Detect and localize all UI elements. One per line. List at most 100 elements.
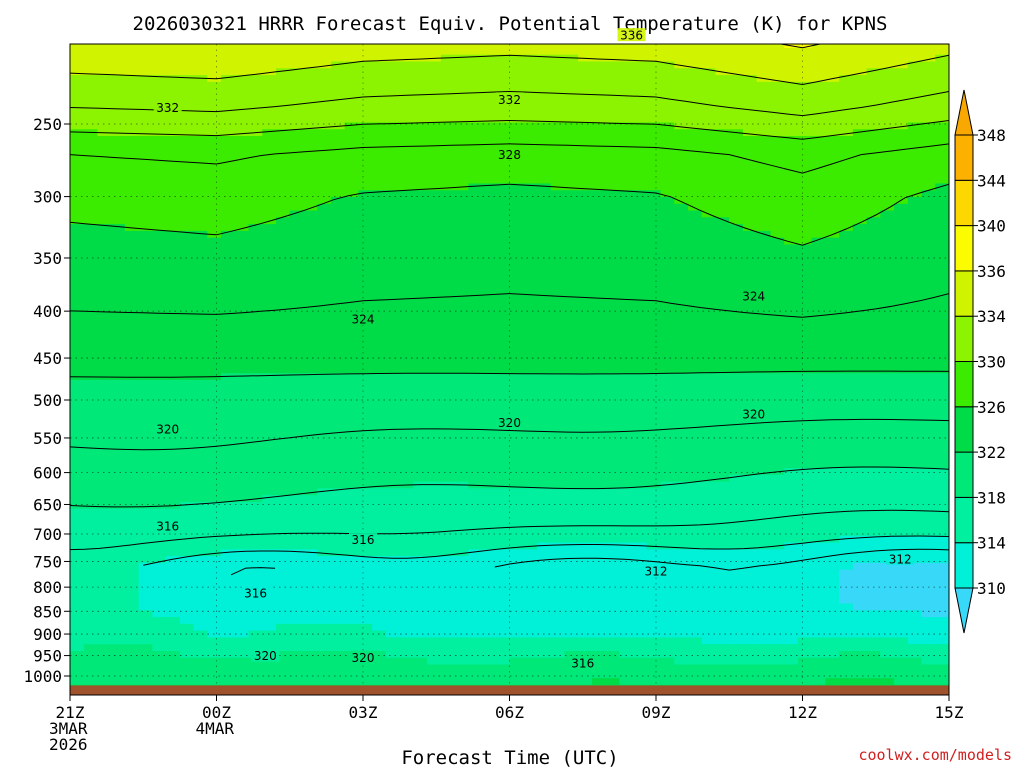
field-cell [179,529,195,537]
field-cell [454,346,469,354]
field-cell [495,47,511,56]
field-cell [372,81,387,90]
field-cell [152,434,167,442]
field-cell [234,644,250,652]
field-cell [207,515,222,523]
field-cell [647,34,661,41]
field-cell [166,603,181,611]
field-cell [83,366,99,374]
field-cell [70,407,85,415]
field-cell [179,542,195,550]
field-cell [166,529,181,537]
field-cell [550,81,566,90]
field-cell [97,21,111,28]
field-cell [385,163,401,171]
field-cell [70,617,85,625]
field-cell [633,291,648,300]
field-cell [152,623,167,632]
field-cell [674,379,689,388]
field-cell [248,203,263,212]
field-cell [358,44,373,49]
field-cell [495,644,511,652]
field-cell [111,339,126,347]
field-cell [152,95,167,103]
field-cell [550,217,566,225]
field-cell [193,81,208,90]
field-cell [482,542,497,550]
field-cell [152,169,167,178]
field-cell [276,183,291,191]
field-cell [440,142,456,151]
field-cell [495,386,511,395]
field-cell [111,312,126,320]
field-cell [646,474,662,483]
field-cell [591,373,607,381]
field-cell [289,81,305,90]
field-cell [193,190,208,198]
field-cell [303,264,318,273]
field-cell [454,386,469,395]
field-cell [509,264,524,273]
field-cell [660,257,675,266]
field-cell [605,400,620,408]
field-cell [536,190,552,198]
field-cell [688,156,703,164]
field-cell [248,644,263,652]
field-cell [372,332,387,340]
field-cell [70,352,85,361]
field-cell [262,291,277,300]
field-cell [633,569,648,578]
field-cell [427,678,442,686]
field-cell [536,332,552,340]
field-cell [166,129,181,137]
field-cell [550,224,566,232]
field-cell [207,68,222,76]
field-cell [468,54,483,63]
field-cell [660,529,675,537]
field-cell [330,549,346,557]
field-cell [303,203,318,212]
field-cell [166,95,181,103]
field-cell [633,271,648,279]
field-cell [344,136,360,144]
field-cell [372,393,387,401]
field-cell [221,420,236,428]
field-cell [660,312,675,320]
field-cell [248,474,263,483]
field-cell [372,447,387,456]
field-cell [454,75,469,83]
field-cell [221,169,236,178]
field-cell [372,264,387,273]
field-cell [248,190,263,198]
field-cell [495,318,511,327]
field-cell [550,163,566,171]
field-cell [289,318,305,327]
field-cell [564,169,579,178]
field-cell [440,305,456,313]
field-cell [221,346,236,354]
field-cell [248,325,263,334]
field-cell [509,325,524,334]
field-cell [70,278,85,286]
field-cell [179,102,195,110]
field-cell [550,88,566,96]
field-cell [495,678,511,686]
field-cell [207,400,222,408]
field-cell [193,359,208,367]
field-cell [111,603,126,611]
field-cell [330,190,346,198]
field-cell [179,596,195,605]
field-cell [344,203,360,212]
field-cell [550,291,566,300]
field-cell [591,88,607,96]
field-cell [221,461,236,469]
field-cell [537,0,551,1]
field-cell [372,54,387,63]
field-cell [674,623,689,632]
field-cell [564,81,579,90]
field-cell [413,379,428,388]
field-cell [83,515,99,523]
field-cell [550,468,566,476]
field-cell [619,190,634,198]
field-cell [330,515,346,523]
